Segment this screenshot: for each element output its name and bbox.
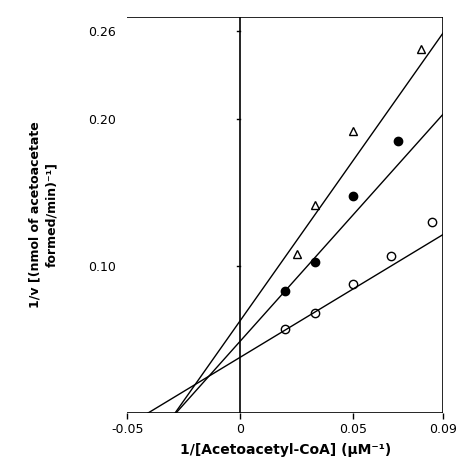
- Y-axis label: 1/v [(nmol of acetoacetate
formed/min)⁻¹]: 1/v [(nmol of acetoacetate formed/min)⁻¹…: [28, 121, 58, 308]
- X-axis label: 1/[Acetoacetyl-CoA] (μM⁻¹): 1/[Acetoacetyl-CoA] (μM⁻¹): [180, 443, 391, 457]
